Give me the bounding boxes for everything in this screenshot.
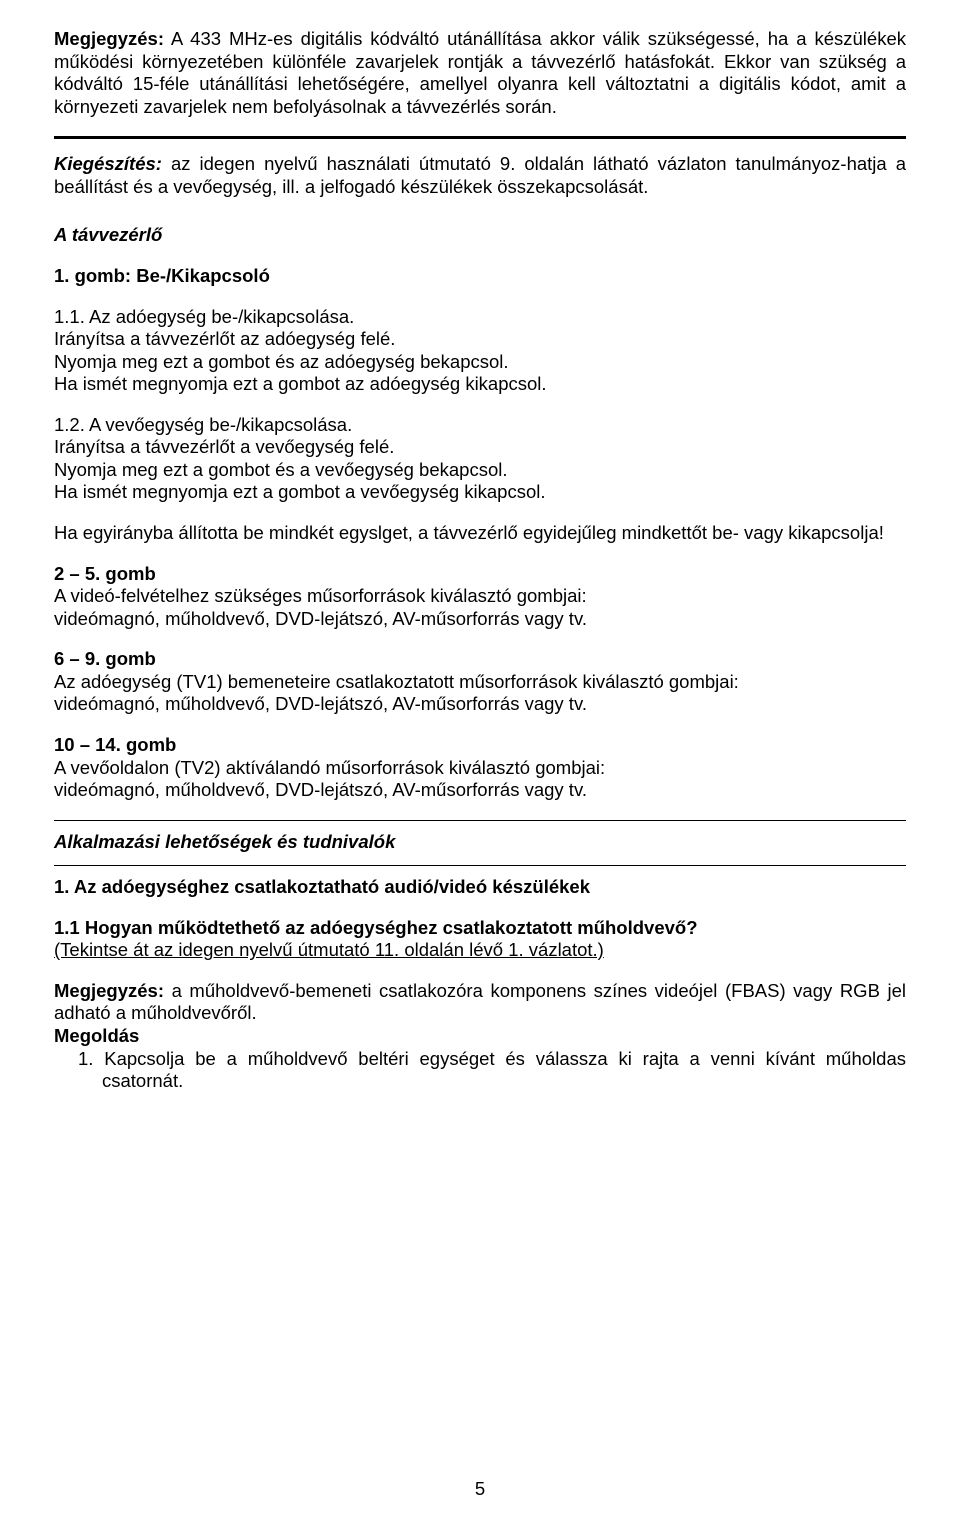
body-text: videómagnó, műholdvevő, DVD-lejátszó, AV… [54,693,906,716]
note2-text: a műholdvevő-bemeneti csatlakozóra kompo… [54,980,906,1024]
body-text: Nyomja meg ezt a gombot és az adóegység … [54,351,906,374]
document-page: Megjegyzés: A 433 MHz-es digitális kódvá… [0,0,960,1517]
body-text: Ha egyirányba állította be mindkét egysl… [54,522,906,545]
button1-heading: 1. gomb: Be-/Kikapcsoló [54,265,906,288]
section1-1-block: 1.1 Hogyan működtethető az adóegységhez … [54,917,906,962]
button10-14-block: 10 – 14. gomb A vevőoldalon (TV2) aktívá… [54,734,906,802]
body-text: Ha ismét megnyomja ezt a gombot a vevőeg… [54,481,906,504]
button10-14-title: 10 – 14. gomb [54,734,906,757]
note2-block: Megjegyzés: a műholdvevő-bemeneti csatla… [54,980,906,1093]
note-label: Megjegyzés: [54,28,164,49]
button1-note: Ha egyirányba állította be mindkét egysl… [54,522,906,545]
button2-5-title: 2 – 5. gomb [54,563,906,586]
body-text: A videó-felvételhez szükséges műsorforrá… [54,585,906,608]
body-text: videómagnó, műholdvevő, DVD-lejátszó, AV… [54,608,906,631]
supplement-paragraph: Kiegészítés: az idegen nyelvű használati… [54,153,906,198]
body-text: A vevőoldalon (TV2) aktíválandó műsorfor… [54,757,906,780]
page-number: 5 [54,1478,906,1501]
solution-label: Megoldás [54,1025,906,1048]
supplement-text: az idegen nyelvű használati útmutató 9. … [54,153,906,197]
divider-thin [54,865,906,866]
remote-heading: A távvezérlő [54,224,906,247]
button1-1-block: 1.1. Az adóegység be-/kikapcsolása. Irán… [54,306,906,396]
body-text: videómagnó, műholdvevő, DVD-lejátszó, AV… [54,779,906,802]
section1-heading: 1. Az adóegységhez csatlakoztatható audi… [54,876,906,899]
body-text: Irányítsa a távvezérlőt a vevőegység fel… [54,436,906,459]
supplement-label: Kiegészítés: [54,153,162,174]
button2-5-block: 2 – 5. gomb A videó-felvételhez szüksége… [54,563,906,631]
solution-item: 1. Kapcsolja be a műholdvevő beltéri egy… [54,1048,906,1093]
button1-1-title: 1.1. Az adóegység be-/kikapcsolása. [54,306,906,329]
divider-thick [54,136,906,139]
section1-1-ref: (Tekintse át az idegen nyelvű útmutató 1… [54,939,906,962]
body-text: Ha ismét megnyomja ezt a gombot az adóeg… [54,373,906,396]
button1-2-title: 1.2. A vevőegység be-/kikapcsolása. [54,414,906,437]
body-text: Az adóegység (TV1) bemeneteire csatlakoz… [54,671,906,694]
divider-thin [54,820,906,821]
body-text: Irányítsa a távvezérlőt az adóegység fel… [54,328,906,351]
button6-9-title: 6 – 9. gomb [54,648,906,671]
applications-heading: Alkalmazási lehetőségek és tudnivalók [54,831,906,854]
note-paragraph: Megjegyzés: A 433 MHz-es digitális kódvá… [54,28,906,118]
button1-2-block: 1.2. A vevőegység be-/kikapcsolása. Irán… [54,414,906,504]
note2-label: Megjegyzés: [54,980,164,1001]
body-text: Nyomja meg ezt a gombot és a vevőegység … [54,459,906,482]
note-text: A 433 MHz-es digitális kódváltó utánállí… [54,28,906,117]
button6-9-block: 6 – 9. gomb Az adóegység (TV1) bemenetei… [54,648,906,716]
section1-1-title: 1.1 Hogyan működtethető az adóegységhez … [54,917,906,940]
